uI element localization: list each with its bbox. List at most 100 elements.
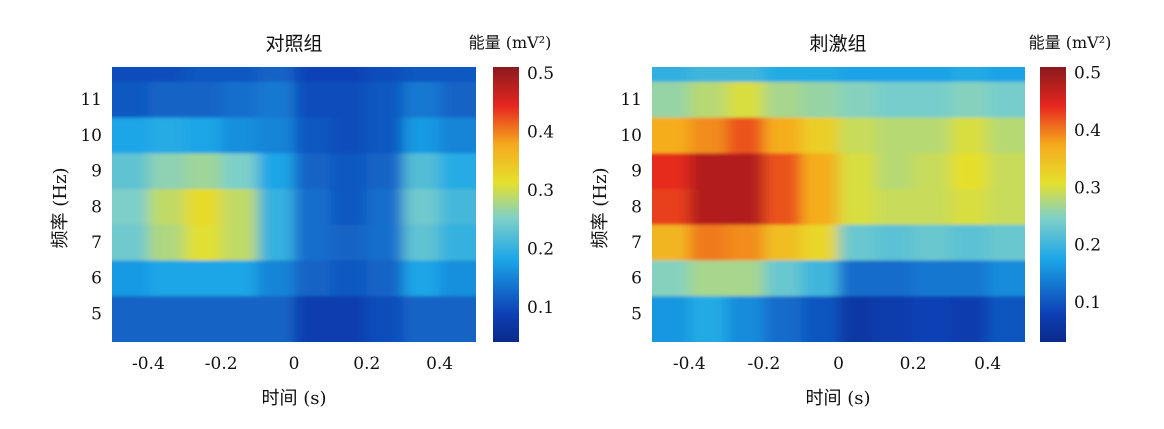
heatmap-cell: [838, 152, 877, 190]
heatmap-cell: [257, 152, 295, 190]
heatmap-cell: [112, 117, 149, 154]
heatmap-cell: [950, 259, 989, 297]
x-tick-label: 0.4: [974, 354, 1001, 374]
heatmap-cell: [801, 259, 840, 297]
heatmap-cell: [294, 117, 331, 154]
heatmap-cell: [913, 259, 951, 297]
heatmap-cell: [689, 188, 728, 225]
heatmap-cell: [838, 188, 877, 225]
heatmap-cell: [875, 259, 914, 297]
heatmap-cell: [257, 259, 295, 297]
y-tick-label: 9: [91, 162, 102, 182]
y-axis-label: 频率 (Hz): [590, 168, 611, 249]
heatmap-cell: [148, 67, 186, 82]
heatmap-cell: [652, 224, 690, 261]
heatmap-cell: [838, 117, 877, 154]
heatmap-cell: [652, 117, 690, 154]
heatmap-cell: [221, 67, 259, 82]
x-axis-label: 时间 (s): [805, 388, 870, 409]
y-tick-labels: 5 6 7 8 9 10 11: [80, 90, 102, 324]
heatmap-cell: [726, 295, 765, 342]
heatmap-cell: [330, 67, 368, 82]
y-tick-label: 8: [631, 197, 642, 217]
heatmap-cell: [184, 152, 222, 190]
heatmap-cell: [366, 259, 404, 297]
heatmap-cell: [726, 67, 765, 82]
heatmap-cell: [366, 152, 404, 190]
heatmap-cell: [366, 295, 404, 342]
colorbar: [493, 67, 519, 342]
y-tick-label: 9: [631, 162, 642, 182]
x-tick-labels: -0.4 -0.2 0 0.2 0.4: [673, 354, 1001, 374]
heatmap-cell: [184, 81, 222, 118]
colorbar-tick-label: 0.2: [1074, 236, 1101, 256]
x-tick-label: 0.2: [900, 354, 927, 374]
heatmap-cell: [913, 188, 951, 225]
heatmap-cell: [221, 259, 259, 297]
heatmap-cell: [294, 67, 331, 82]
heatmap-cell: [875, 295, 914, 342]
heatmap-cell: [689, 81, 728, 118]
heatmap-cell: [913, 295, 951, 342]
heatmap-cell: [148, 295, 186, 342]
heatmap-cell: [221, 81, 259, 118]
x-tick-label: 0: [289, 354, 300, 374]
heatmap-cell: [838, 259, 877, 297]
heatmap-cell: [950, 224, 989, 261]
colorbar-tick-label: 0.5: [527, 64, 554, 84]
y-tick-label: 11: [80, 90, 102, 110]
heatmap-cell: [875, 188, 914, 225]
heatmap-cell: [439, 117, 476, 154]
heatmap-cell: [913, 117, 951, 154]
y-tick-label: 10: [80, 126, 102, 146]
y-tick-label: 7: [631, 233, 642, 253]
heatmap-cell: [184, 224, 222, 261]
heatmap-cell: [403, 81, 441, 118]
heatmap-cell: [913, 67, 951, 82]
heatmap-cell: [987, 67, 1025, 82]
heatmap-cell: [652, 295, 690, 342]
heatmap-cell: [439, 259, 476, 297]
colorbar-label: 能量 (mV²): [469, 33, 552, 52]
heatmap-cell: [148, 81, 186, 118]
heatmap-cell: [403, 295, 441, 342]
heatmap-cell: [689, 117, 728, 154]
heatmap-cell: [403, 67, 441, 82]
heatmap-cell: [987, 259, 1025, 297]
y-tick-label: 8: [91, 197, 102, 217]
heatmap-cell: [221, 188, 259, 225]
heatmap-cell: [913, 224, 951, 261]
y-axis-label: 频率 (Hz): [50, 168, 71, 249]
colorbar-tick-label: 0.5: [1074, 64, 1101, 84]
heatmap-cell: [148, 117, 186, 154]
heatmap-cell: [838, 81, 877, 118]
heatmap-cell: [763, 224, 802, 261]
heatmap-cell: [652, 188, 690, 225]
heatmap-cell: [403, 117, 441, 154]
heatmap-cell: [403, 224, 441, 261]
heatmap-cell: [913, 152, 951, 190]
heatmap-cell: [112, 81, 149, 118]
heatmap-cell: [184, 67, 222, 82]
heatmap-cell: [366, 117, 404, 154]
heatmap-cell: [439, 188, 476, 225]
heatmap-cell: [652, 152, 690, 190]
heatmap-cell: [689, 259, 728, 297]
heatmap-cell: [763, 295, 802, 342]
heatmap-cell: [330, 188, 368, 225]
heatmap-cell: [221, 224, 259, 261]
heatmap-cell: [987, 224, 1025, 261]
chart-title: 对照组: [265, 33, 322, 55]
heatmap-cell: [689, 152, 728, 190]
heatmap-cell: [148, 224, 186, 261]
heatmap-cell: [689, 295, 728, 342]
heatmap-cell: [112, 188, 149, 225]
heatmap-cell: [294, 259, 331, 297]
heatmap-cell: [689, 67, 728, 82]
colorbar-tick-label: 0.1: [1074, 293, 1101, 313]
x-tick-label: -0.2: [748, 354, 781, 374]
heatmap-cell: [366, 224, 404, 261]
heatmap-cell: [112, 295, 149, 342]
heatmap-cell: [913, 81, 951, 118]
